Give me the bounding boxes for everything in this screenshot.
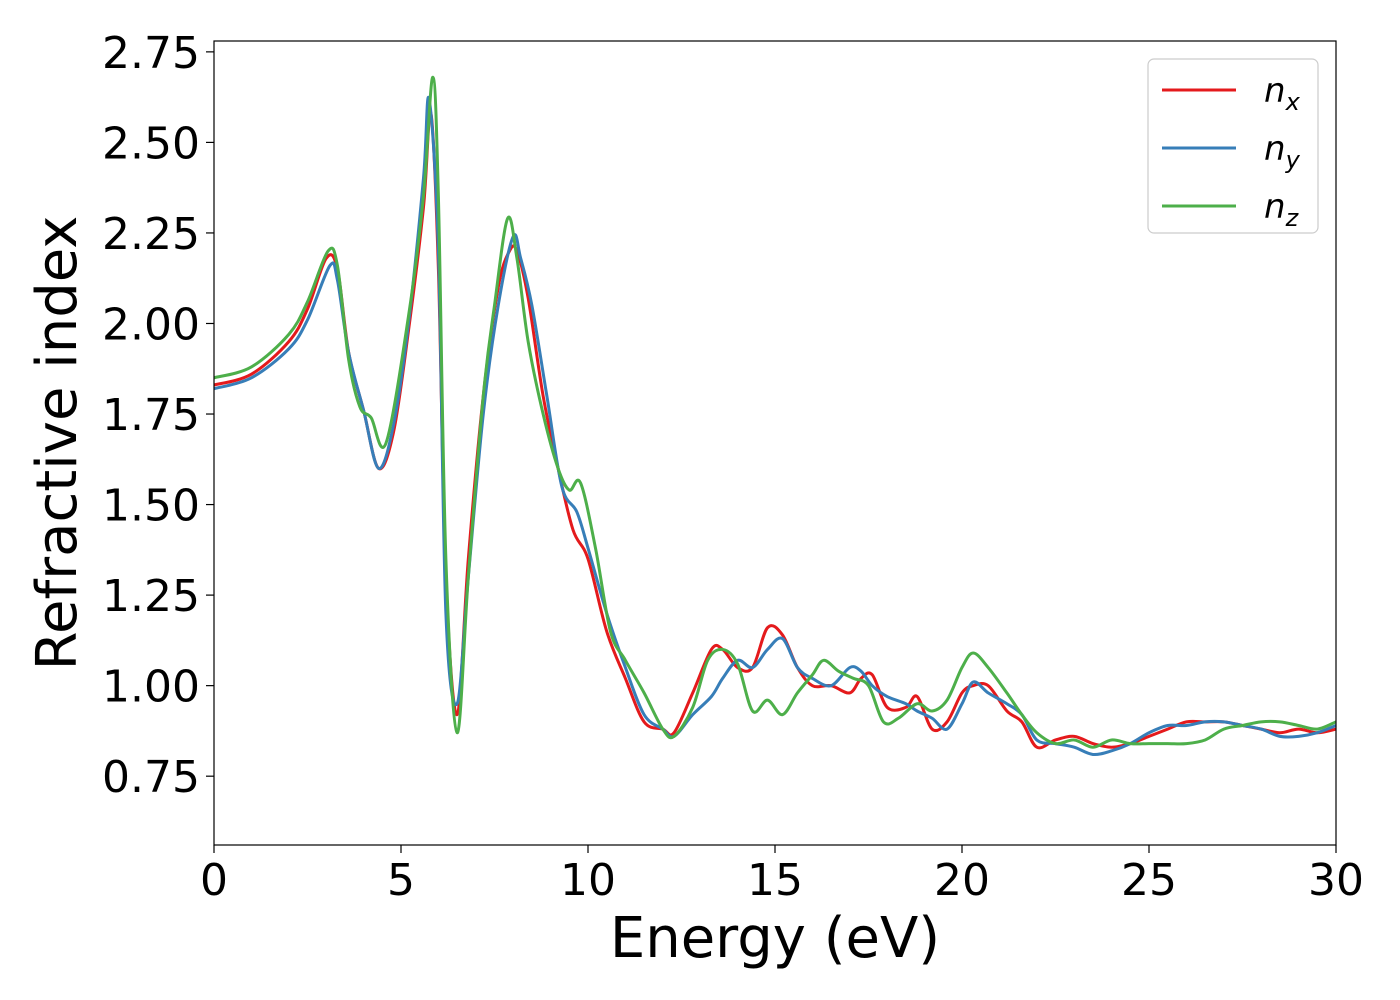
y-axis-label: Refractive index (25, 216, 90, 671)
y-tick-label: 2.00 (102, 299, 200, 350)
legend-label-subscript: x (1285, 88, 1301, 116)
y-tick-label: 1.75 (102, 390, 200, 441)
x-tick-label: 30 (1308, 855, 1364, 906)
x-axis: 0 5 10 15 20 25 30 (200, 845, 1364, 906)
legend-label-nz: nz (1264, 187, 1300, 232)
x-tick-label: 5 (387, 855, 415, 906)
x-tick-label: 20 (934, 855, 990, 906)
y-tick-label: 2.25 (102, 209, 200, 260)
y-axis: 0.75 1.00 1.25 1.50 1.75 2.00 2.25 2.50 2.75 (102, 28, 214, 803)
legend-label-subscript: y (1285, 146, 1301, 174)
y-tick-label: 2.75 (102, 28, 200, 79)
y-tick-label: 1.00 (102, 662, 200, 713)
y-tick-label: 1.50 (102, 481, 200, 532)
x-tick-label: 25 (1121, 855, 1177, 906)
legend-label-ny: ny (1264, 129, 1301, 174)
y-tick-label: 2.50 (102, 118, 200, 169)
y-tick-label: 1.25 (102, 571, 200, 622)
x-tick-label: 15 (747, 855, 803, 906)
legend-label-base: n (1264, 71, 1286, 111)
legend-label-nx: nx (1264, 71, 1301, 116)
x-tick-label: 0 (200, 855, 228, 906)
x-tick-label: 10 (560, 855, 616, 906)
legend-box (1147, 58, 1319, 234)
legend-label-subscript: z (1285, 204, 1300, 232)
x-axis-label: Energy (eV) (610, 906, 940, 971)
legend-label-base: n (1264, 187, 1286, 227)
series-layer (213, 75, 1337, 757)
series-line-ny (213, 95, 1337, 757)
y-tick-label: 0.75 (102, 752, 200, 803)
series-line-nz (213, 75, 1337, 749)
legend-label-base: n (1264, 129, 1286, 169)
